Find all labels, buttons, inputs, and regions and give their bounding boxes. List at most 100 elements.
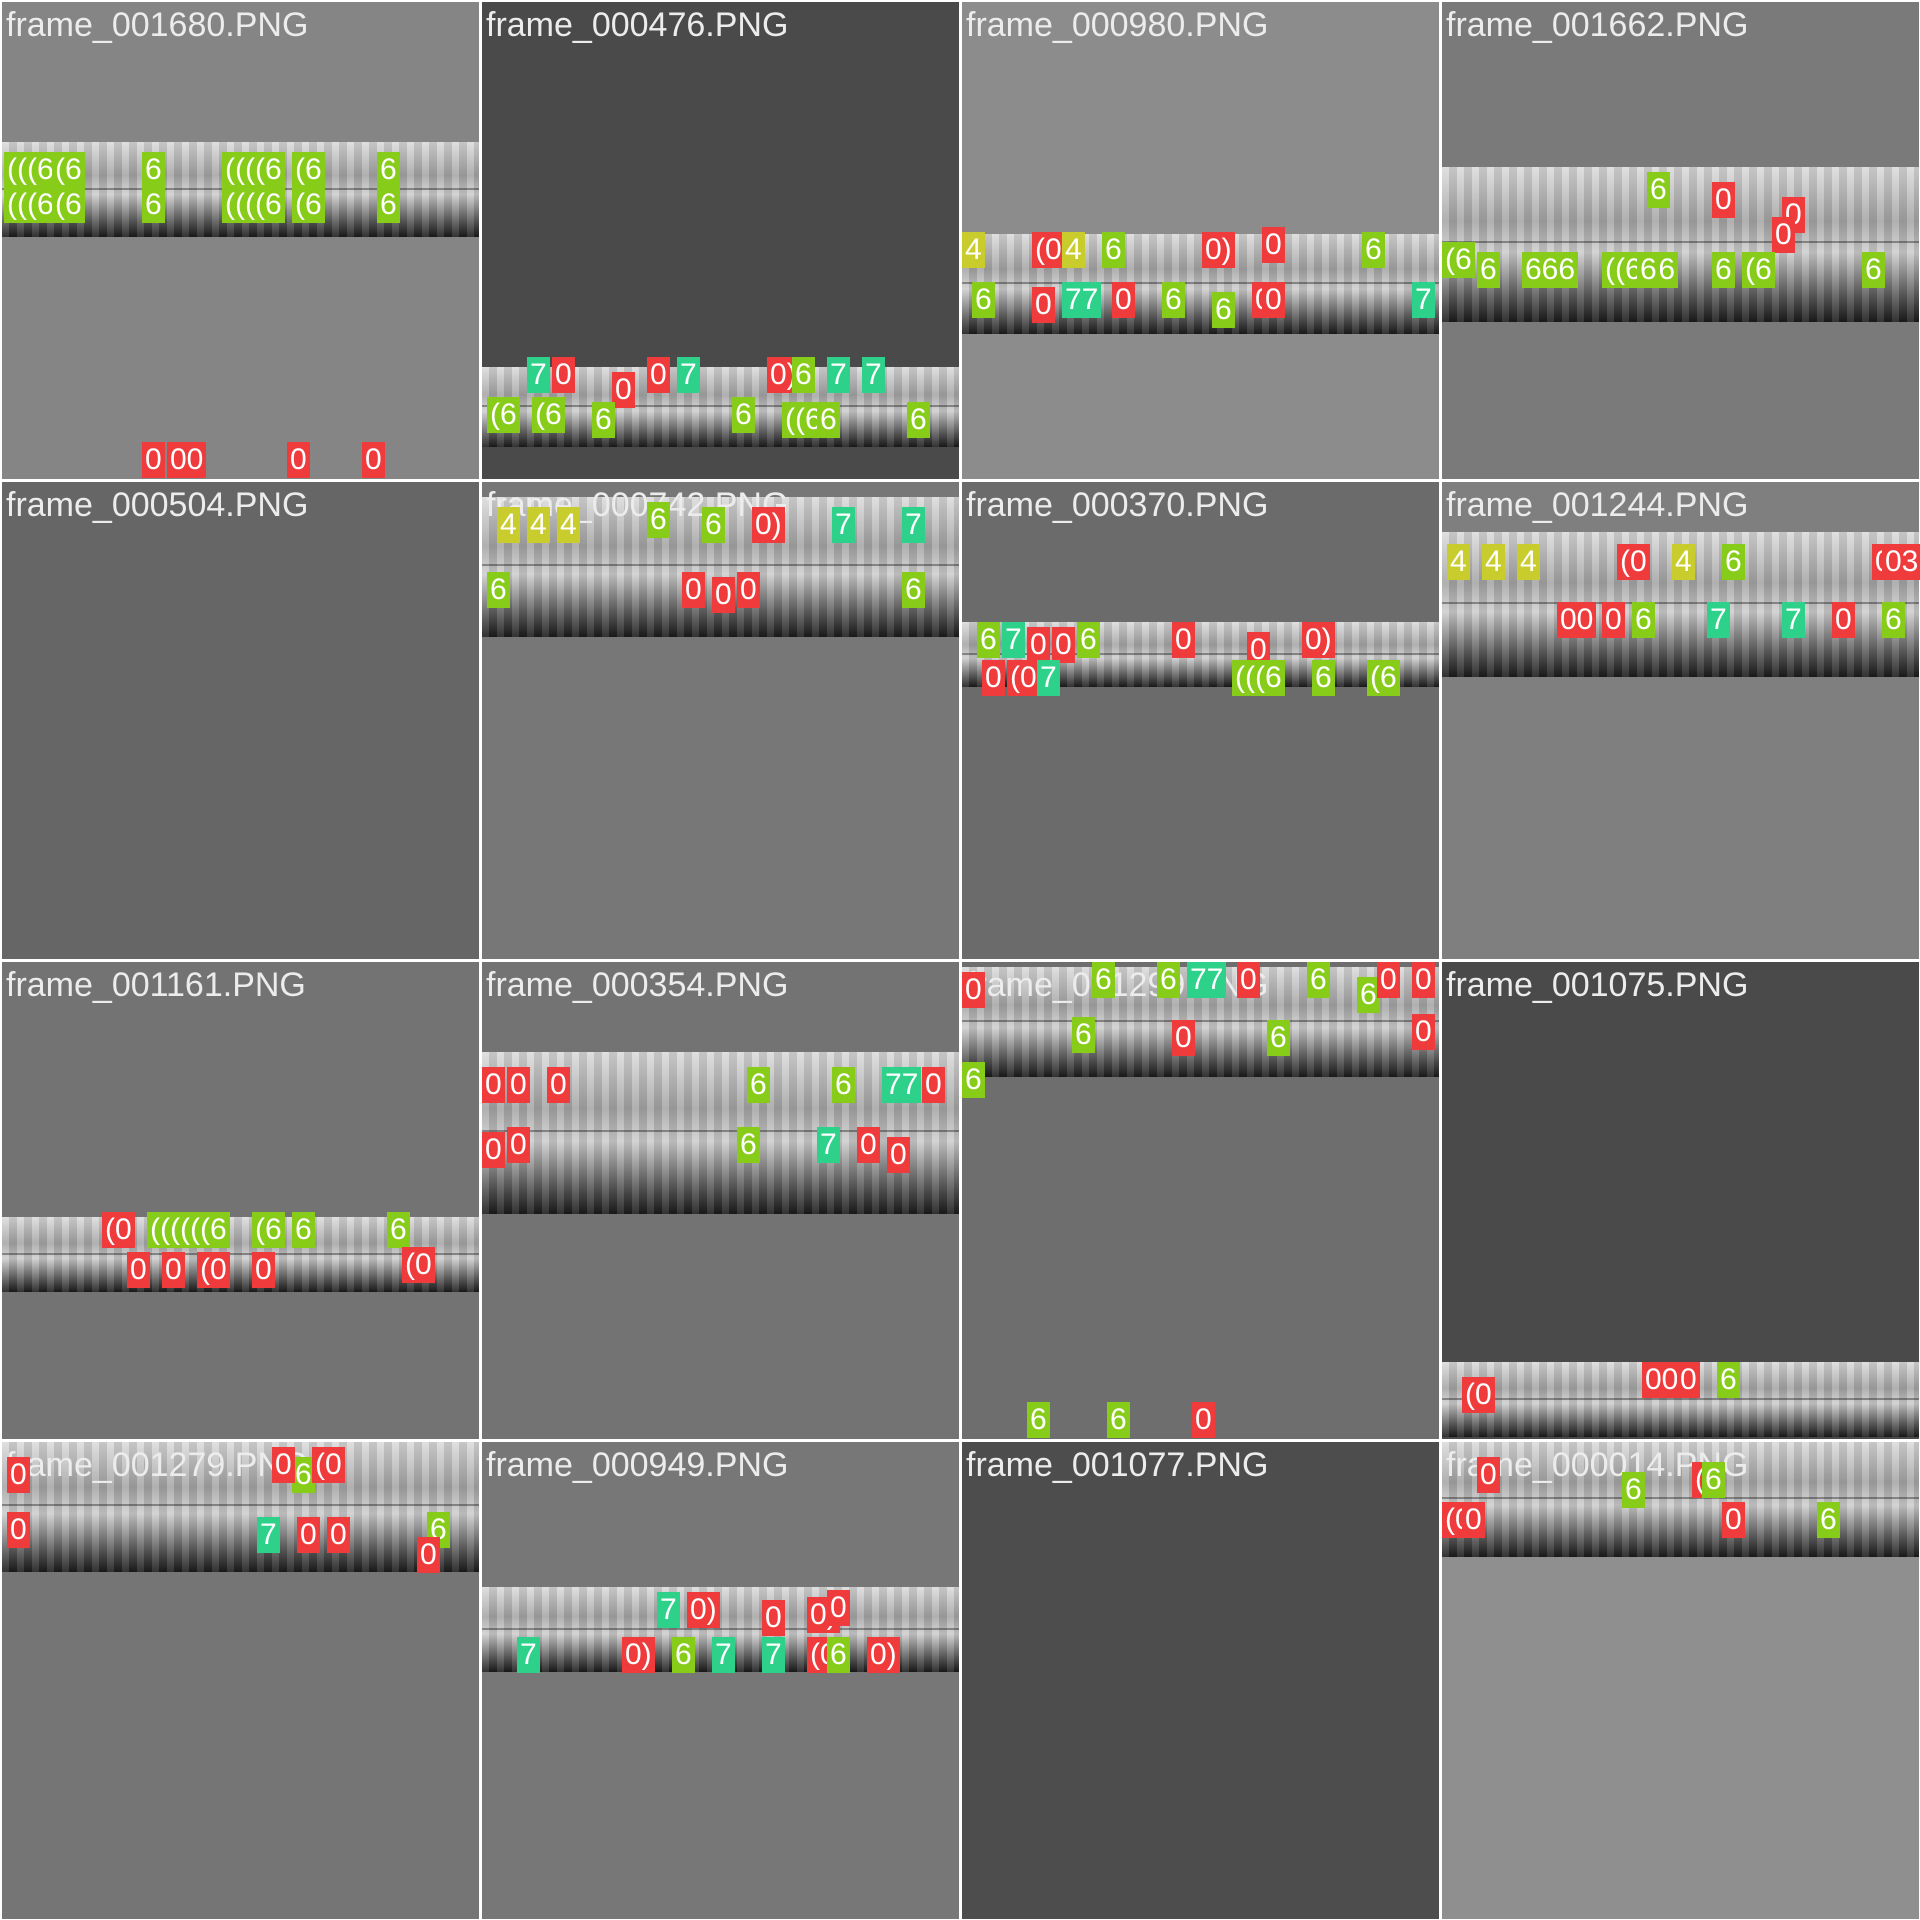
tile-filename: frame_000476.PNG xyxy=(486,6,789,44)
detection-label-class-0: 0 xyxy=(1192,1402,1215,1438)
panorama-strip xyxy=(1442,167,1919,322)
detection-label-class-6: 6 xyxy=(1712,252,1735,288)
detection-label-class-6: (6 xyxy=(52,187,85,223)
detection-label-class-6: 6 xyxy=(817,402,840,438)
detection-label-class-7: 7 xyxy=(517,1637,540,1673)
detection-label-class-6: 6 xyxy=(1107,1402,1130,1438)
detection-label-class-0: 0 xyxy=(142,442,165,478)
detection-label-class-6: 6 xyxy=(647,502,670,538)
detection-label-class-4: 4 xyxy=(1447,544,1470,580)
detection-label-class-7: 7 xyxy=(257,1517,280,1553)
detection-label-class-6: 6 xyxy=(1647,172,1670,208)
detection-label-class-0: (0 xyxy=(102,1212,135,1248)
mosaic-tile: frame_000354.PNG 0 0 0 6 6 77 0 0 0 6 7 0 0 xyxy=(482,962,959,1439)
detection-label-class-6: 6 xyxy=(1717,1362,1740,1398)
detection-label-class-0: 0 xyxy=(1247,632,1270,668)
mosaic-tile: frame_000370.PNG 6 7 0 0 6 0 0 0) 0 (0 7 (((6 6 (6 xyxy=(962,482,1439,959)
detection-label-class-6: 6 xyxy=(827,1637,850,1673)
tile-filename: frame_000354.PNG xyxy=(486,966,789,1004)
detection-label-class-0: 00 xyxy=(1557,602,1597,638)
tile-background xyxy=(2,2,479,479)
detection-label-class-0: 0 xyxy=(547,1067,570,1103)
detection-label-class-6: (6 xyxy=(252,1212,285,1248)
detection-label-class-6: (((6 xyxy=(4,152,57,188)
detection-label-class-0: 0 xyxy=(162,1252,185,1288)
detection-label-class-0: 0 xyxy=(7,1512,30,1548)
tile-filename: frame_001680.PNG xyxy=(6,6,309,44)
detection-label-class-0: 0 xyxy=(1262,227,1285,263)
detection-label-class-0: 0 xyxy=(1052,627,1075,663)
detection-label-class-0: 0) xyxy=(752,507,785,543)
detection-label-class-0: 0 xyxy=(1262,282,1285,318)
detection-label-class-0: (0 xyxy=(1617,544,1650,580)
detection-label-class-0: 0 xyxy=(887,1137,910,1173)
detection-label-class-7: 77 xyxy=(1062,282,1102,318)
detection-label-class-6: ((((6 xyxy=(222,152,285,188)
detection-label-class-6: 6 xyxy=(737,1127,760,1163)
detection-label-class-6: 6 xyxy=(1632,602,1655,638)
detection-label-class-6: 6 xyxy=(972,282,995,318)
detection-label-class-4: 4 xyxy=(962,232,985,268)
detection-label-class-0: 0 xyxy=(682,572,705,608)
tile-filename: frame_000980.PNG xyxy=(966,6,1269,44)
detection-label-class-0: 0 xyxy=(1237,962,1260,998)
detection-label-class-0: (0 xyxy=(1032,232,1065,268)
detection-label-class-0: 03 xyxy=(1882,544,1920,580)
detection-label-class-0: 0 xyxy=(1032,287,1055,323)
detection-label-class-0: 0 xyxy=(287,442,310,478)
mosaic-tile: frame_001299.PNG 0 6 6 77 0 6 6 0 0 6 0 6 0 6 6 6 0 xyxy=(962,962,1439,1439)
detection-label-class-6: (6 xyxy=(1367,660,1400,696)
tile-filename: frame_001662.PNG xyxy=(1446,6,1749,44)
mosaic-tile: frame_001680.PNG (((6 (6 6 ((((6 (6 6 (((6 (6 6((… xyxy=(2,2,479,479)
detection-label-class-0: 0 xyxy=(297,1517,320,1553)
detection-label-class-6: 6 xyxy=(732,397,755,433)
detection-label-class-0: 0 xyxy=(482,1067,505,1103)
detection-label-class-0: 0 xyxy=(327,1517,350,1553)
detection-label-class-7: 7 xyxy=(827,357,850,393)
detection-label-class-6: 6 xyxy=(1702,1462,1725,1498)
detection-label-class-0: 0 xyxy=(1712,182,1735,218)
detection-label-class-4: 4 xyxy=(1672,544,1695,580)
tile-filename: frame_001075.PNG xyxy=(1446,966,1749,1004)
mosaic-tile: frame_001279.PNG 0 6 0 (0 0 7 0 0 6 0 xyxy=(2,1442,479,1919)
detection-label-class-6: (6 xyxy=(532,397,565,433)
detection-label-class-6: 6 xyxy=(1102,232,1125,268)
detection-label-class-6: 6 xyxy=(1162,282,1185,318)
detection-label-class-0: 0 xyxy=(362,442,385,478)
detection-label-class-6: 6 xyxy=(1072,1017,1095,1053)
detection-label-class-7: 7 xyxy=(817,1127,840,1163)
detection-label-class-6: 6 xyxy=(747,1067,770,1103)
detection-label-class-7: 7 xyxy=(902,507,925,543)
panorama-strip xyxy=(2,1442,479,1572)
detection-label-class-6: 6 xyxy=(1027,1402,1050,1438)
detection-label-class-6: 6 xyxy=(907,402,930,438)
detection-label-class-4: 4 xyxy=(1482,544,1505,580)
detection-label-class-0: 0 xyxy=(507,1067,530,1103)
detection-label-class-6: 6 xyxy=(1882,602,1905,638)
detection-label-class-0: 0 xyxy=(962,972,985,1008)
detection-label-class-7: 7 xyxy=(657,1592,680,1628)
detection-label-class-7: 7 xyxy=(1037,660,1060,696)
tile-background xyxy=(962,482,1439,959)
detection-label-class-0: 0 xyxy=(1027,627,1050,663)
detection-label-class-6: 6 xyxy=(1157,962,1180,998)
detection-label-class-6: 6 xyxy=(702,507,725,543)
detection-label-class-7: 7 xyxy=(527,357,550,393)
detection-label-class-0: 0) xyxy=(687,1592,720,1628)
detection-label-class-6: (6 xyxy=(52,152,85,188)
detection-label-class-6: (6 xyxy=(292,152,325,188)
detection-label-class-6: 6 xyxy=(902,572,925,608)
detection-label-class-0: 00 xyxy=(1642,1362,1682,1398)
detection-label-class-0: (0 xyxy=(197,1252,230,1288)
detection-label-class-6: 6 xyxy=(1477,252,1500,288)
detection-label-class-4: 4 xyxy=(1062,232,1085,268)
detection-label-class-6: (((6 xyxy=(4,187,57,223)
detection-label-class-7: 7 xyxy=(712,1637,735,1673)
detection-label-class-6: 6 xyxy=(672,1637,695,1673)
detection-label-class-0: 0 xyxy=(1412,1014,1435,1050)
detection-label-class-0: 0 xyxy=(857,1127,880,1163)
